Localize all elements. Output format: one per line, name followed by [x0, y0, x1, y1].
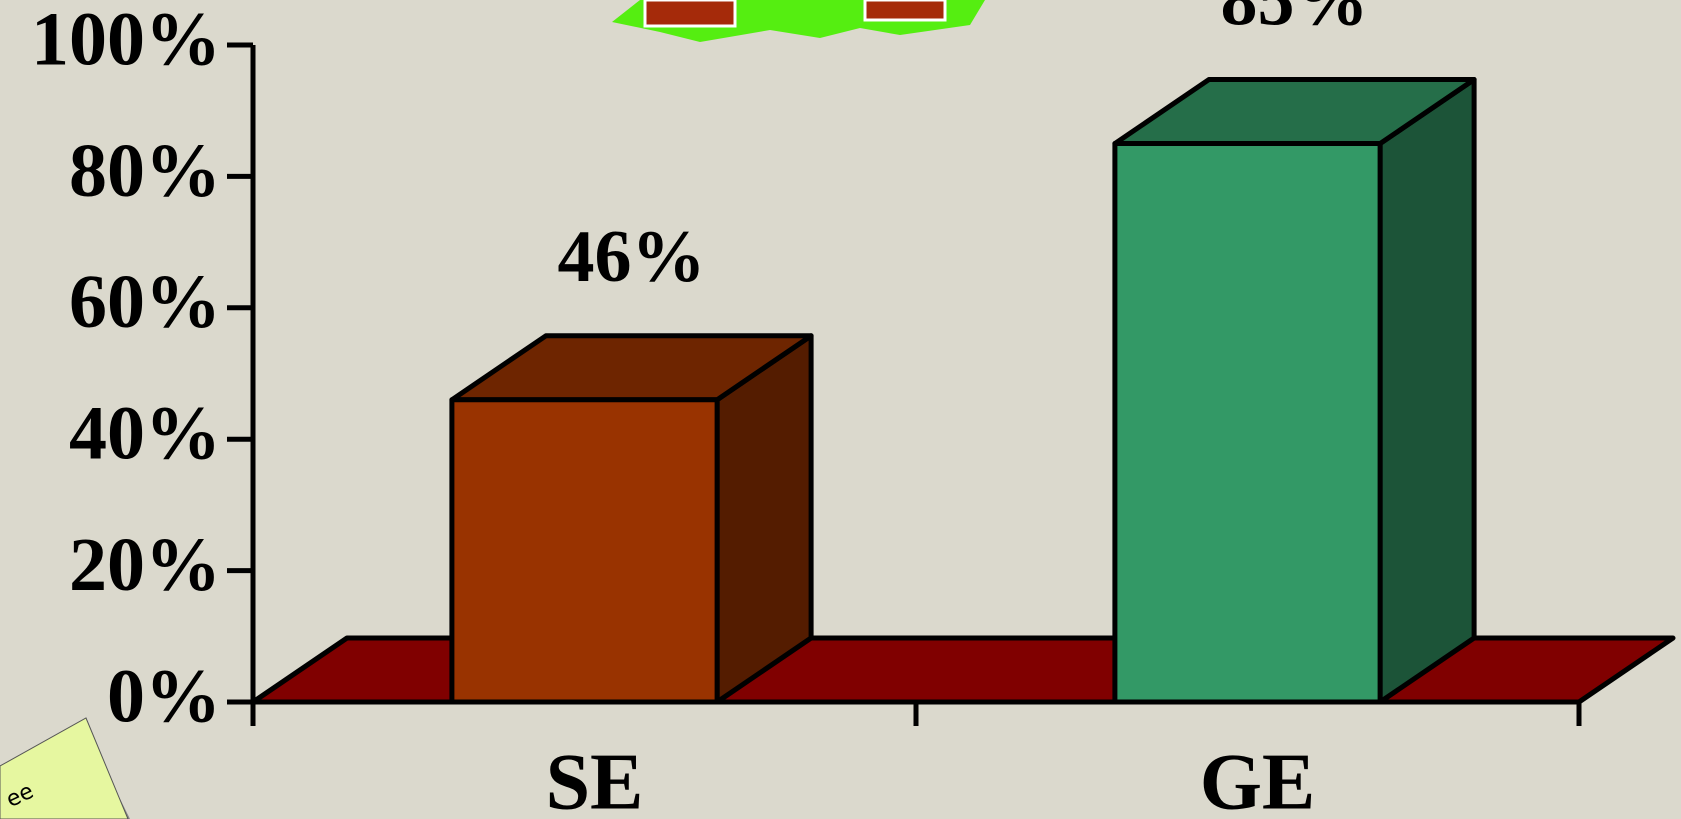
x-tick-label: SE	[546, 738, 644, 819]
y-tick-label: 80%	[69, 129, 221, 213]
sticky-note: ee	[0, 717, 130, 819]
y-tick-label: 0%	[107, 654, 221, 738]
clip-art-sign	[863, 0, 947, 22]
bar	[1112, 141, 1383, 705]
y-tick-label: 20%	[69, 523, 221, 607]
value-label: 85%	[1221, 0, 1369, 42]
x-tick-label: GE	[1200, 738, 1316, 819]
clip-art-sign	[643, 0, 737, 28]
y-tick-label: 40%	[69, 392, 221, 476]
y-tick-label: 100%	[31, 0, 221, 81]
clip-art	[612, 0, 985, 42]
bar	[449, 397, 720, 705]
note-paper	[0, 717, 129, 819]
y-tick-label: 60%	[69, 260, 221, 344]
value-label: 46%	[558, 216, 706, 298]
bar-side	[1377, 77, 1477, 705]
